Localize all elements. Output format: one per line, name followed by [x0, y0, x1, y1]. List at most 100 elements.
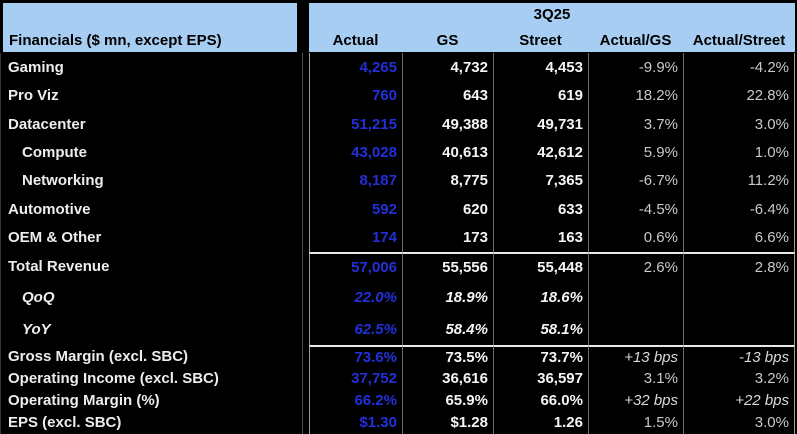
cell-gs: 73.5% [402, 344, 493, 368]
cell-actual-vs-gs: 0.6% [588, 223, 683, 252]
column-header-gs: GS [436, 32, 459, 49]
cell-actual-vs-street: 1.0% [683, 138, 795, 167]
cell-street: 58.1% [493, 313, 588, 345]
cell-street: 7,365 [493, 166, 588, 196]
cell-actual: 57,006 [309, 251, 402, 282]
cell-actual-vs-gs: 3.7% [588, 109, 683, 139]
cell-actual-vs-gs: -6.7% [588, 166, 683, 196]
table-row: Datacenter 51,215 49,388 49,731 3.7% 3.0% [0, 109, 797, 139]
table-row: Operating Income (excl. SBC) 37,752 36,616… [0, 367, 797, 390]
cell-gs: 58.4% [402, 313, 493, 345]
row-label: QoQ [0, 281, 303, 314]
cell-actual-vs-gs: 18.2% [588, 81, 683, 110]
cell-actual: 592 [309, 195, 402, 224]
cell-actual-vs-street: +22 bps [683, 389, 795, 412]
cell-street: 49,731 [493, 109, 588, 139]
cell-gs: 4,732 [402, 53, 493, 82]
cell-actual: 43,028 [309, 138, 402, 167]
cell-actual-vs-street: -13 bps [683, 344, 795, 368]
table-row: YoY 62.5% 58.4% 58.1% [0, 313, 797, 345]
cell-street: 1.26 [493, 411, 588, 434]
cell-gs: 620 [402, 195, 493, 224]
table-row: Gross Margin (excl. SBC) 73.6% 73.5% 73.7% +… [0, 344, 797, 368]
cell-street: 42,612 [493, 138, 588, 167]
column-header-street: Street [519, 32, 562, 49]
cell-street: 55,448 [493, 251, 588, 282]
cell-actual-vs-gs: 3.1% [588, 367, 683, 390]
cell-actual-vs-gs [588, 281, 683, 314]
table-header-label-box: Financials ($ mn, except EPS) [3, 3, 297, 52]
cell-actual-vs-street: 11.2% [683, 166, 795, 196]
column-header-actual-vs-gs: Actual/GS [599, 32, 672, 49]
cell-gs: 49,388 [402, 109, 493, 139]
cell-actual: 22.0% [309, 281, 402, 314]
row-label: Gross Margin (excl. SBC) [0, 344, 303, 368]
row-label: Gaming [0, 53, 303, 82]
cell-gs: 173 [402, 223, 493, 252]
table-row: Automotive 592 620 633 -4.5% -6.4% [0, 195, 797, 224]
cell-street: 619 [493, 81, 588, 110]
row-label: Pro Viz [0, 81, 303, 110]
cell-gs: 40,613 [402, 138, 493, 167]
cell-gs: 8,775 [402, 166, 493, 196]
cell-gs: 36,616 [402, 367, 493, 390]
row-label: Compute [0, 138, 303, 167]
cell-street: 73.7% [493, 344, 588, 368]
table-row: Compute 43,028 40,613 42,612 5.9% 1.0% [0, 138, 797, 167]
cell-actual: 73.6% [309, 344, 402, 368]
table-row: Total Revenue 57,006 55,556 55,448 2.6% 2.8% [0, 251, 797, 282]
table-title: Financials ($ mn, except EPS) [9, 32, 222, 49]
table-row: Networking 8,187 8,775 7,365 -6.7% 11.2% [0, 166, 797, 196]
cell-street: 36,597 [493, 367, 588, 390]
cell-actual-vs-gs: -9.9% [588, 53, 683, 82]
cell-street: 18.6% [493, 281, 588, 314]
cell-gs: 18.9% [402, 281, 493, 314]
row-label: Datacenter [0, 109, 303, 139]
row-label: Operating Margin (%) [0, 389, 303, 412]
cell-actual: 62.5% [309, 313, 402, 345]
cell-actual: 8,187 [309, 166, 402, 196]
cell-gs: 643 [402, 81, 493, 110]
table-row: EPS (excl. SBC) $1.30 $1.28 1.26 1.5% 3.0% [0, 411, 797, 434]
table-row: Pro Viz 760 643 619 18.2% 22.8% [0, 81, 797, 110]
cell-actual-vs-gs: 5.9% [588, 138, 683, 167]
column-headers: Actual GS Street Actual/GS Actual/Street [309, 32, 795, 49]
row-label: YoY [0, 313, 303, 345]
period-header: 3Q25 [533, 6, 571, 23]
cell-actual-vs-street [683, 313, 795, 345]
cell-actual-vs-street: -4.2% [683, 53, 795, 82]
table-row: Operating Margin (%) 66.2% 65.9% 66.0% +32 b… [0, 389, 797, 412]
row-label: Operating Income (excl. SBC) [0, 367, 303, 390]
cell-actual-vs-street: -6.4% [683, 195, 795, 224]
cell-gs: 65.9% [402, 389, 493, 412]
table-row: QoQ 22.0% 18.9% 18.6% [0, 281, 797, 314]
table-row: OEM & Other 174 173 163 0.6% 6.6% [0, 223, 797, 252]
cell-actual-vs-gs: +32 bps [588, 389, 683, 412]
cell-gs: 55,556 [402, 251, 493, 282]
cell-actual-vs-street: 2.8% [683, 251, 795, 282]
table-header-columns-box: 3Q25 Actual GS Street Actual/GS Actual/S… [309, 3, 795, 52]
row-label: Networking [0, 166, 303, 196]
cell-actual-vs-street: 3.0% [683, 411, 795, 434]
cell-actual: 66.2% [309, 389, 402, 412]
cell-actual-vs-gs: +13 bps [588, 344, 683, 368]
cell-actual-vs-gs: 1.5% [588, 411, 683, 434]
cell-actual: $1.30 [309, 411, 402, 434]
column-header-actual-vs-street: Actual/Street [692, 32, 786, 49]
row-label: Total Revenue [0, 251, 303, 282]
row-label: OEM & Other [0, 223, 303, 252]
cell-actual: 760 [309, 81, 402, 110]
cell-actual-vs-street [683, 281, 795, 314]
cell-street: 633 [493, 195, 588, 224]
column-header-actual: Actual [332, 32, 379, 49]
cell-actual-vs-street: 6.6% [683, 223, 795, 252]
cell-actual-vs-street: 22.8% [683, 81, 795, 110]
row-label: EPS (excl. SBC) [0, 411, 303, 434]
cell-actual-vs-street: 3.2% [683, 367, 795, 390]
cell-actual: 51,215 [309, 109, 402, 139]
cell-actual: 174 [309, 223, 402, 252]
row-label: Automotive [0, 195, 303, 224]
cell-street: 66.0% [493, 389, 588, 412]
table-row: Gaming 4,265 4,732 4,453 -9.9% -4.2% [0, 53, 797, 82]
